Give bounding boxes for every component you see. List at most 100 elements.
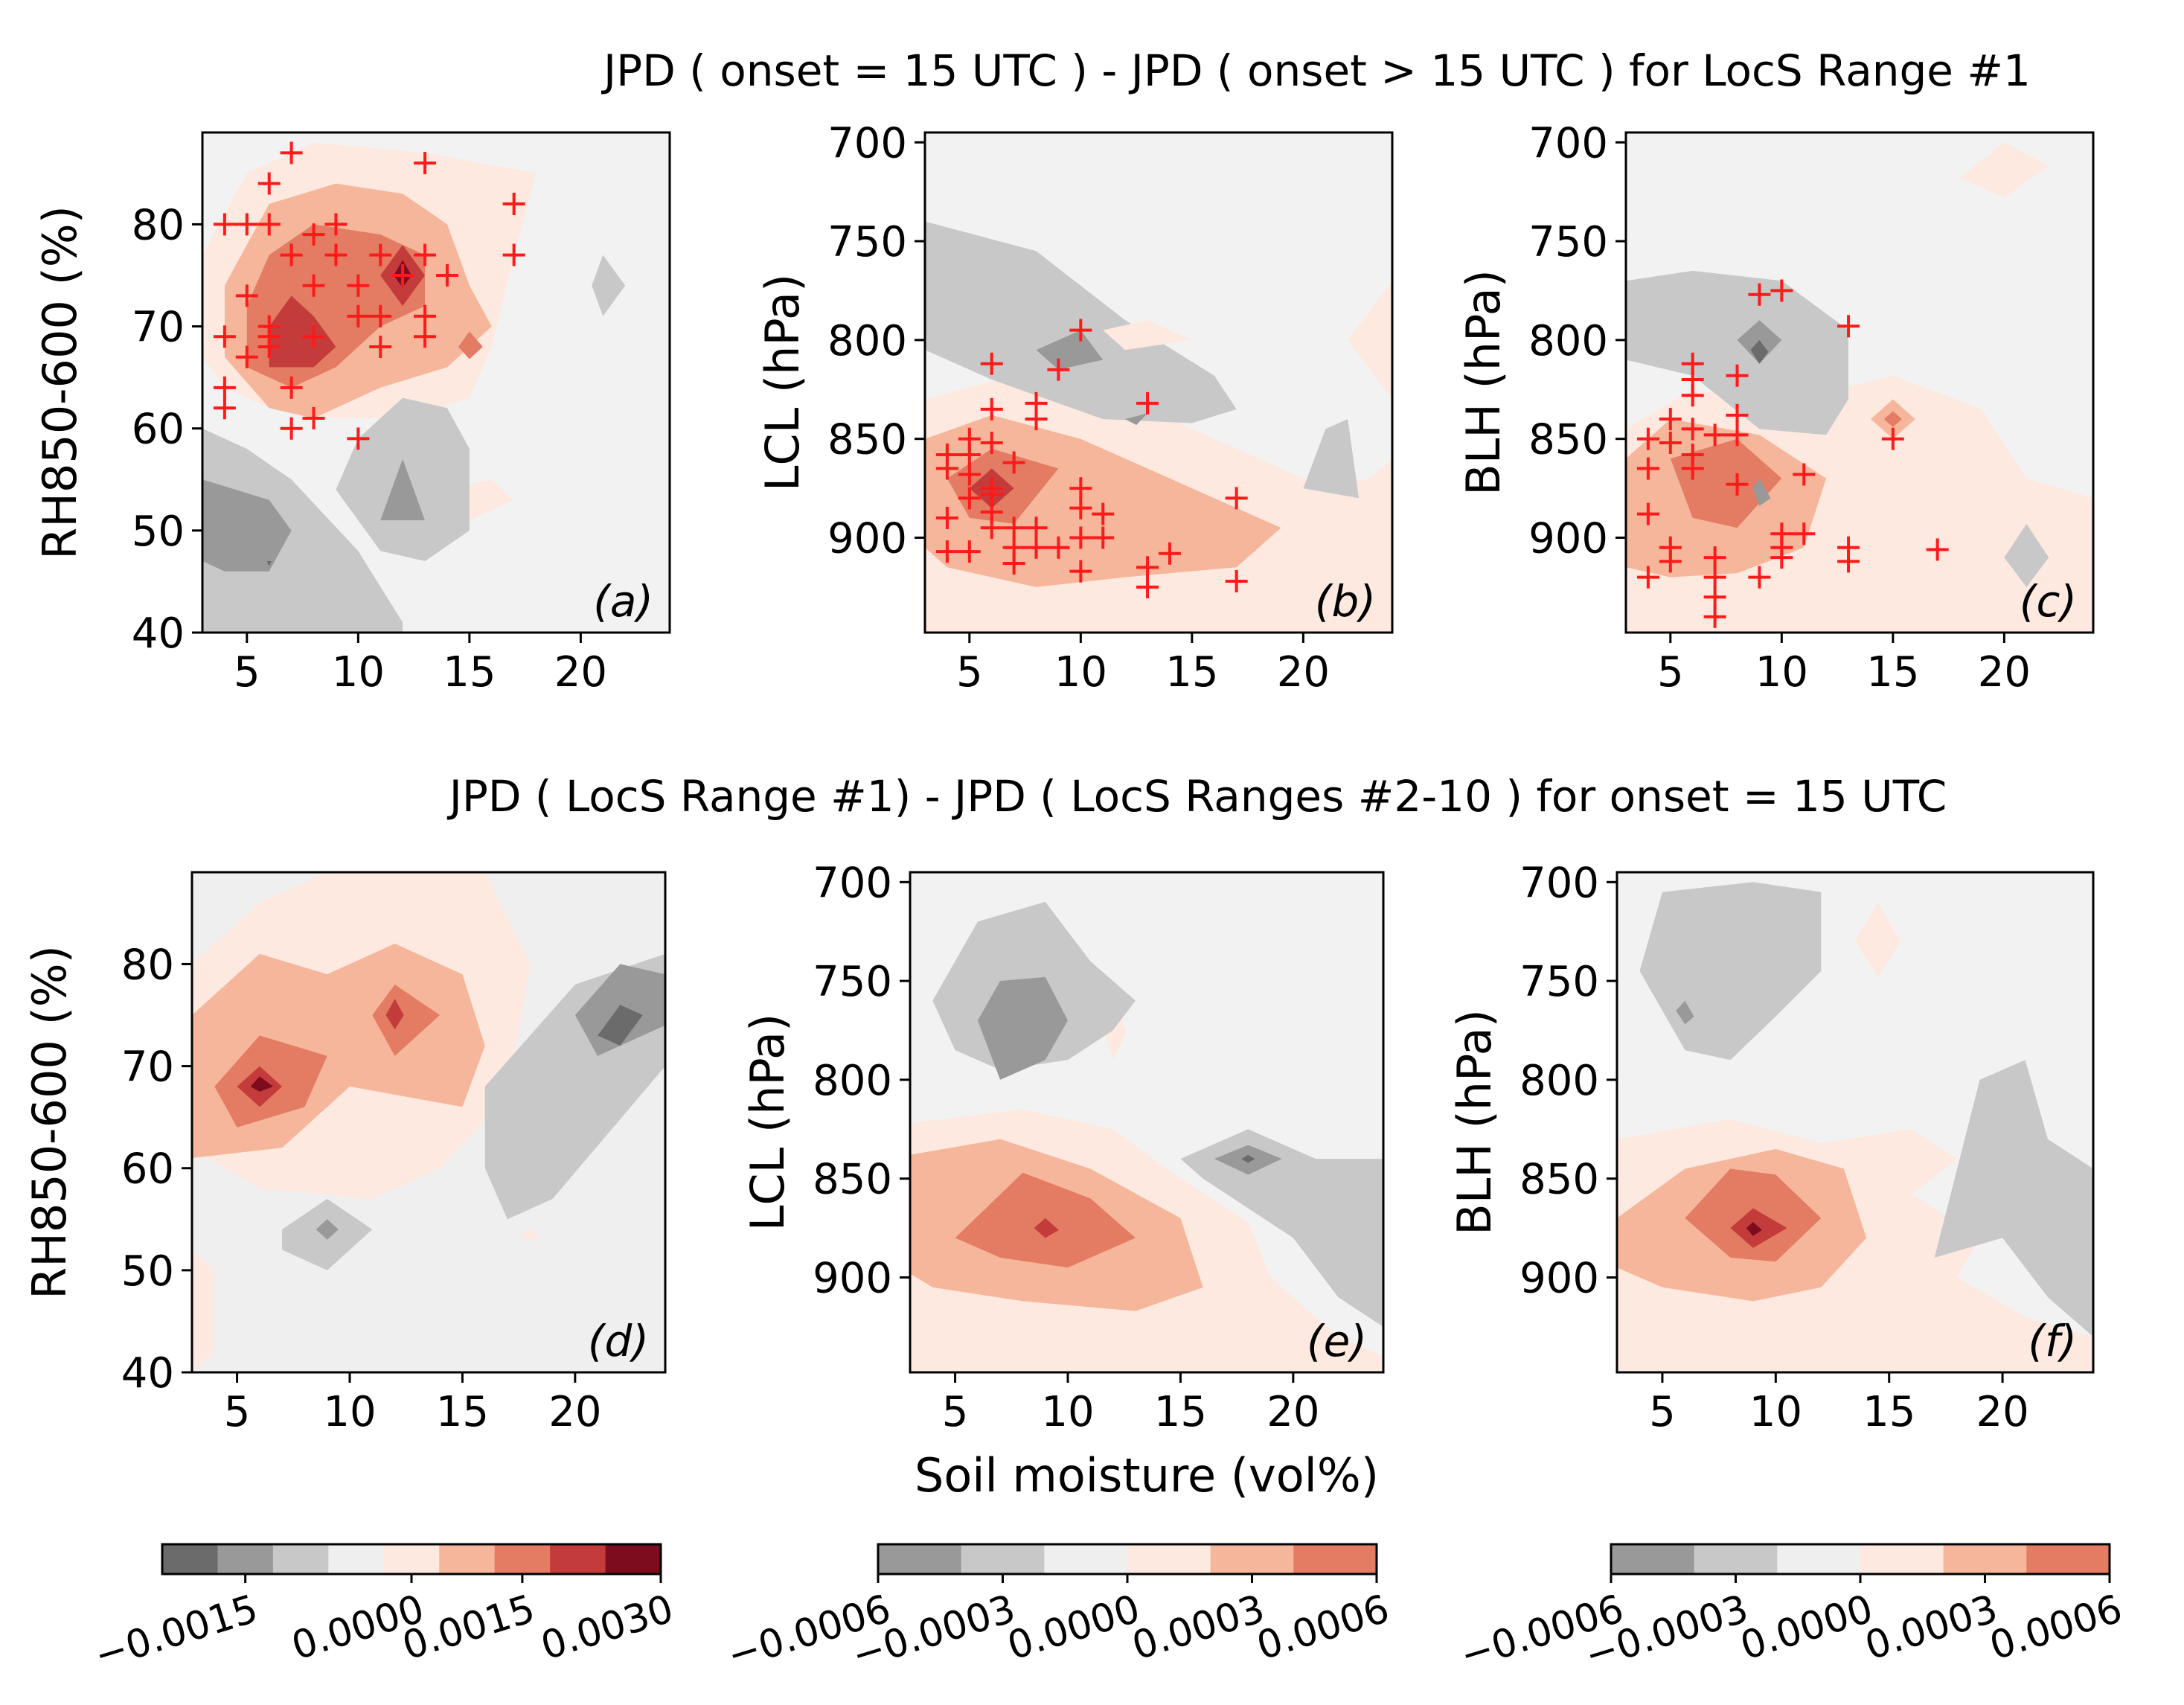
colorbar-swatch: [2026, 1544, 2110, 1574]
cross-marker: [1636, 457, 1659, 480]
y-tick-label: 70: [132, 304, 185, 352]
colorbar-swatch: [162, 1544, 218, 1574]
panel-letter: (b): [1315, 576, 1376, 627]
cross-marker: [935, 506, 958, 529]
cross-marker: [302, 407, 325, 429]
axes-frame: [201, 131, 671, 634]
colorbar-swatch: [1127, 1544, 1211, 1574]
y-tick-label: 40: [121, 1349, 174, 1398]
x-tick-label: 15: [1863, 1388, 1915, 1436]
panel-letter: (a): [593, 576, 653, 627]
cross-marker: [1793, 463, 1816, 486]
x-tick-label: 10: [323, 1388, 376, 1436]
y-tick-label: 700: [1528, 119, 1608, 167]
contour-neg3-10: [1752, 478, 1771, 506]
cross-marker: [1726, 473, 1749, 496]
cross-marker: [1025, 408, 1048, 431]
cross-marker: [213, 397, 236, 420]
row1-title: JPD ( onset = 15 UTC ) - JPD ( onset > 1…: [601, 45, 2031, 96]
y-axis-label: LCL (hPa): [740, 1014, 795, 1231]
contour-neg4-12: [266, 561, 272, 566]
cross-marker: [958, 427, 981, 450]
contour-pos4-4: [1034, 1218, 1059, 1238]
colorbar-tick-label: 0.0003: [1127, 1587, 1270, 1669]
cross-marker: [414, 243, 437, 266]
cross-marker: [1770, 546, 1793, 569]
colorbar-swatch: [1777, 1544, 1861, 1574]
contour-neg2-8: [202, 428, 403, 633]
y-tick-label: 80: [121, 941, 174, 989]
y-tick-label: 750: [813, 958, 892, 1006]
contour-neg2-8: [1934, 1060, 2093, 1337]
x-tick-label: 15: [1154, 1388, 1207, 1436]
cross-marker: [1069, 496, 1092, 519]
contour-pos4-7: [385, 999, 404, 1030]
contour-pos4-3: [269, 295, 336, 368]
colorbar-tick-label: −0.0015: [89, 1587, 263, 1678]
cross-marker: [1636, 502, 1659, 525]
y-tick-label: 70: [121, 1043, 174, 1092]
cross-marker: [280, 376, 303, 399]
cross-marker: [369, 304, 392, 327]
cross-marker: [1025, 536, 1048, 559]
y-tick-label: 900: [1519, 1255, 1599, 1303]
y-tick-label: 800: [1528, 317, 1608, 365]
contour-pos1-1: [1855, 901, 1900, 977]
cross-marker: [1136, 556, 1159, 579]
cross-marker: [347, 427, 370, 450]
cross-marker: [1659, 432, 1682, 455]
colorbar-swatch: [383, 1544, 440, 1574]
cross-marker: [1069, 526, 1092, 549]
contour-neg3-7: [1676, 1000, 1694, 1025]
axes-frame: [190, 871, 667, 1374]
panel-d: 5 10 15 20 40 50 60 70 80 RH850-600 (%) (d): [22, 871, 667, 1436]
cross-marker: [980, 397, 1003, 420]
colorbar-tick-label: 0.0003: [1860, 1587, 2003, 1669]
cross-marker: [369, 243, 392, 266]
cross-marker: [1881, 427, 1904, 450]
cross-marker: [280, 417, 303, 440]
cross-marker: [1703, 605, 1726, 628]
cross-marker: [1681, 418, 1704, 441]
contour-neg3-11: [380, 458, 425, 521]
cross-marker: [1703, 566, 1726, 589]
y-tick-label: 850: [1519, 1156, 1599, 1204]
contour-neg2-13: [592, 255, 626, 316]
y-tick-label: 700: [1519, 859, 1599, 907]
x-tick-label: 10: [1041, 1388, 1094, 1436]
y-axis-label: BLH (hPa): [1447, 1009, 1502, 1235]
cross-marker: [1681, 457, 1704, 480]
cross-marker: [302, 223, 325, 246]
cross-marker: [1225, 569, 1248, 592]
cross-marker: [324, 213, 348, 236]
y-tick-label: 850: [827, 416, 907, 464]
cross-marker: [1703, 546, 1726, 569]
x-tick-label: 15: [1866, 648, 1919, 697]
contour-layer: [202, 142, 626, 633]
cross-marker: [1225, 487, 1248, 510]
axes-frame: [909, 871, 1385, 1374]
contour-neg2-6: [1626, 270, 1848, 435]
contour-neg3-10: [202, 479, 292, 572]
panels: 5 10 15 20 40 50 60 70 80 RH850-600 (%) (a) 5 10 15 20…: [22, 119, 2095, 1503]
panel-e: 5 10 15 20 700 750 800 850 900 LCL (hPa) Soil mois…: [740, 859, 1385, 1503]
contour-neg4-9: [1241, 1154, 1255, 1163]
panel-letter: (f): [2028, 1316, 2077, 1366]
contour-pos1-14: [519, 1229, 542, 1240]
y-tick-label: 900: [1528, 515, 1608, 563]
x-axis-label: Soil moisture (vol%): [915, 1448, 1379, 1503]
cross-marker: [1069, 477, 1092, 500]
colorbar-tick-label: 0.0000: [1735, 1587, 1878, 1669]
y-axis-label: RH850-600 (%): [22, 945, 77, 1299]
cross-marker: [1636, 427, 1659, 450]
colorbar-swatch: [961, 1544, 1045, 1574]
x-tick-label: 15: [436, 1388, 489, 1436]
cross-marker: [1837, 315, 1860, 338]
contour-pos1-1: [1959, 142, 2049, 198]
contour-neg2-8: [1303, 419, 1360, 499]
x-tick-label: 5: [1657, 648, 1684, 697]
